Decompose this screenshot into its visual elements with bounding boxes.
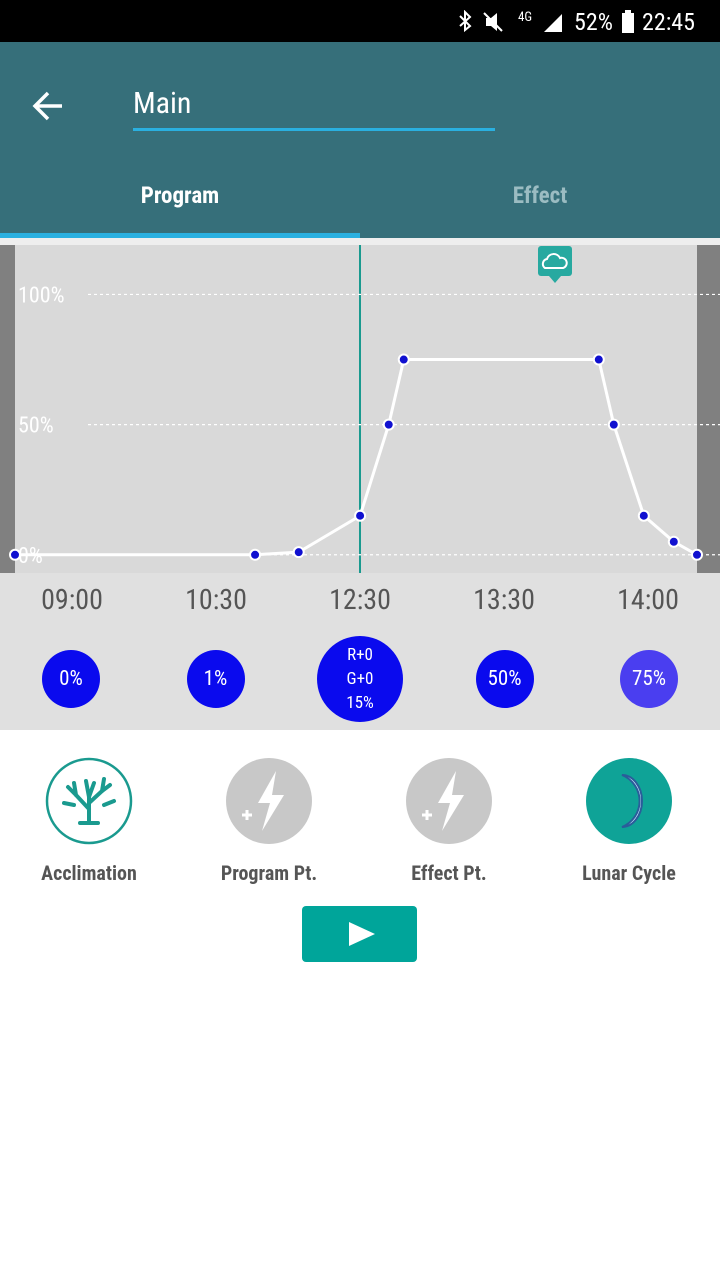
data-point — [249, 548, 262, 561]
action[interactable]: Acclimation — [0, 757, 179, 885]
time-label: 13:30 — [473, 583, 535, 616]
data-point — [607, 418, 620, 431]
effect-point-icon — [406, 758, 492, 844]
data-point — [382, 418, 395, 431]
level-text: 0% — [59, 667, 83, 691]
back-button[interactable] — [30, 88, 66, 124]
time-label: 09:00 — [41, 583, 103, 616]
plot: 0%50%100% — [9, 283, 720, 569]
action-label: Program Pt. — [220, 861, 318, 885]
level-bubble[interactable]: 50% — [475, 650, 534, 708]
input-underline — [133, 128, 495, 131]
tab-indicator — [0, 233, 360, 238]
level-text: 75% — [631, 667, 667, 691]
data-point — [397, 353, 410, 366]
data-point — [667, 535, 680, 548]
clock: 22:45 — [642, 8, 695, 36]
level-text: G+0 — [346, 669, 374, 689]
lunar-cycle-icon — [586, 758, 672, 844]
action[interactable]: Effect Pt. — [359, 757, 539, 885]
battery-icon — [622, 10, 634, 33]
action-label: Effect Pt. — [411, 861, 487, 885]
scroll-edge — [0, 245, 15, 573]
data-point — [9, 548, 21, 561]
level-bubble[interactable]: 0% — [42, 650, 100, 708]
play-button[interactable] — [302, 906, 417, 962]
program-point-icon — [226, 758, 312, 844]
divider — [0, 238, 720, 245]
level-text: 50% — [487, 667, 522, 691]
action[interactable]: Lunar Cycle — [539, 757, 719, 885]
data-point — [691, 548, 703, 561]
time-label: 12:30 — [329, 583, 391, 616]
y-tick-label: 50% — [18, 414, 54, 439]
data-point — [354, 509, 367, 522]
play-icon — [349, 922, 375, 946]
data-point — [637, 509, 650, 522]
status-icons — [459, 10, 562, 33]
action[interactable]: Program Pt. — [179, 757, 359, 885]
action-label: Acclimation — [41, 861, 137, 885]
level-text: R+0 — [347, 645, 373, 665]
data-point — [592, 353, 605, 366]
tab[interactable]: Effect — [512, 182, 568, 209]
level-text: 15% — [346, 693, 374, 713]
tab[interactable]: Program — [140, 182, 220, 209]
acclimation-icon — [45, 757, 133, 845]
weather-marker[interactable] — [538, 246, 572, 283]
time-label: 14:00 — [617, 583, 679, 616]
time-label: 10:30 — [185, 583, 247, 616]
level-bubble[interactable]: 1% — [186, 650, 245, 708]
level-bubble[interactable]: 75% — [620, 650, 678, 708]
status-bar: 4G 52% 22:45 — [0, 0, 720, 42]
network-type: 4G — [518, 10, 533, 25]
level-text: 1% — [203, 667, 228, 691]
data-point — [292, 546, 305, 559]
scroll-edge — [697, 245, 720, 573]
action-label: Lunar Cycle — [582, 861, 676, 885]
app-bar: Main Program Effect — [0, 42, 720, 238]
battery-level: 52% — [574, 8, 613, 36]
y-tick-label: 100% — [18, 283, 65, 308]
program-name[interactable]: Main — [133, 86, 192, 121]
level-bubble[interactable]: R+0 G+0 15% — [317, 636, 403, 722]
